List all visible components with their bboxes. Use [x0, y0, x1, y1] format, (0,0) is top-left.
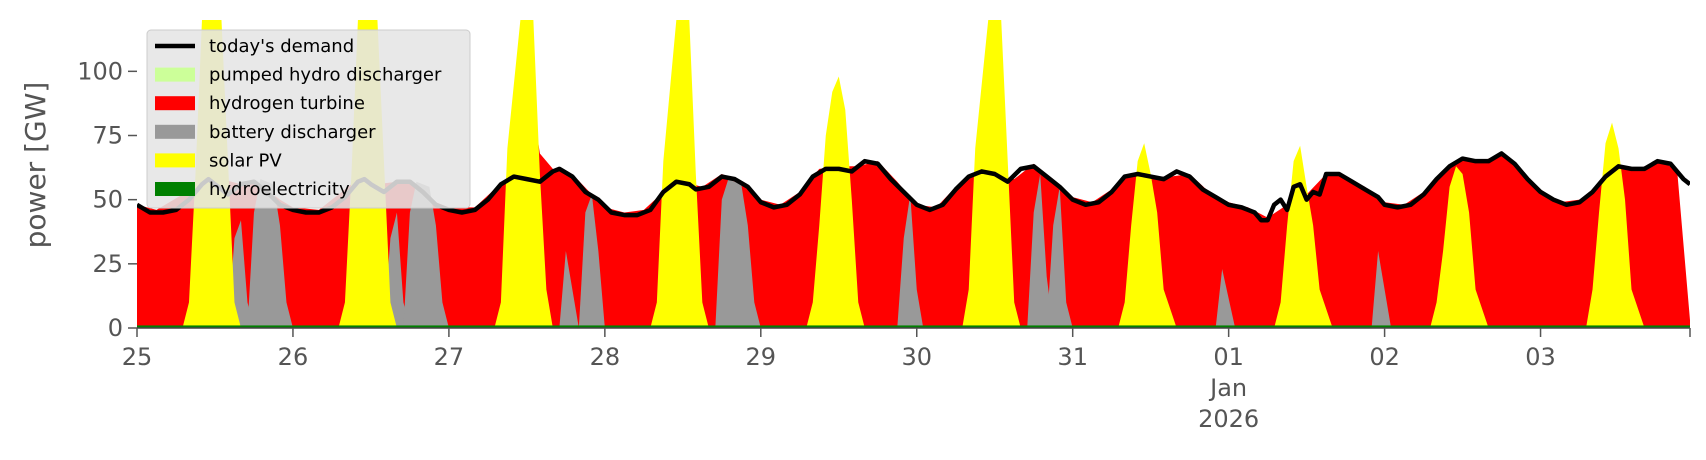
area-battery-discharger-0 — [227, 220, 254, 328]
area-solar-pv-3 — [650, 20, 709, 328]
area-battery-discharger-11 — [1371, 251, 1392, 328]
legend-swatch-3 — [155, 124, 195, 139]
legend-swatch-1 — [155, 67, 195, 82]
area-solar-pv-4 — [806, 76, 865, 328]
x-tick-label-7: 01 — [1213, 343, 1244, 371]
x-tick-label-5: 30 — [901, 343, 932, 371]
ylabel-layer: power [GW] — [19, 82, 52, 249]
area-battery-discharger-9 — [1046, 186, 1073, 328]
x-tick-label-2: 27 — [434, 343, 465, 371]
area-solar-pv-2 — [494, 20, 553, 328]
legend-label-5: hydroelectricity — [209, 179, 350, 200]
area-battery-discharger-2 — [383, 212, 410, 328]
y-tick-label-2: 50 — [92, 186, 123, 214]
x-tick-label-6: 31 — [1057, 343, 1088, 371]
legend-label-3: battery discharger — [209, 122, 376, 143]
x-tick-label-9: 03 — [1525, 343, 1556, 371]
area-solar-pv-7 — [1274, 145, 1333, 328]
plot-areas — [137, 20, 1690, 328]
y-axis-label: power [GW] — [19, 82, 52, 249]
y-tick-label-1: 25 — [92, 250, 123, 278]
area-battery-discharger-1 — [247, 179, 293, 328]
area-battery-discharger-4 — [559, 251, 579, 328]
area-battery-discharger-10 — [1215, 268, 1236, 328]
legend-label-1: pumped hydro discharger — [209, 65, 442, 86]
y-tick-label-4: 100 — [77, 57, 123, 85]
legend-label-4: solar PV — [209, 150, 282, 171]
legend-label-2: hydrogen turbine — [209, 93, 365, 114]
legend: today's demand pumped hydro discharger hyd… — [146, 29, 471, 209]
x-tick-label-0: 25 — [122, 343, 153, 371]
x-tick-label-8: 02 — [1369, 343, 1400, 371]
area-battery-discharger-6 — [715, 179, 761, 328]
area-battery-discharger-8 — [1027, 174, 1054, 328]
area-solar-pv-9 — [1586, 122, 1645, 328]
legend-swatch-2 — [155, 96, 195, 111]
x-tick-label-1: 26 — [278, 343, 309, 371]
legend-swatch-4 — [155, 153, 195, 168]
y-tick-label-3: 75 — [92, 122, 123, 150]
x-tick-sublabel-month: Jan — [1208, 374, 1247, 402]
x-tick-label-4: 29 — [746, 343, 777, 371]
y-tick-label-0: 0 — [108, 314, 123, 342]
legend-swatch-5 — [155, 182, 195, 196]
area-solar-pv-6 — [1118, 143, 1177, 328]
area-solar-pv-8 — [1430, 166, 1489, 328]
area-battery-discharger-3 — [403, 181, 449, 328]
legend-label-0: today's demand — [209, 36, 354, 57]
area-battery-discharger-7 — [897, 194, 924, 328]
area-hydroelectricity — [137, 325, 1690, 328]
legend-box — [146, 29, 471, 209]
x-tick-sublabel-year: 2026 — [1198, 405, 1259, 433]
area-battery-discharger-5 — [578, 194, 605, 328]
x-tick-label-3: 28 — [590, 343, 621, 371]
